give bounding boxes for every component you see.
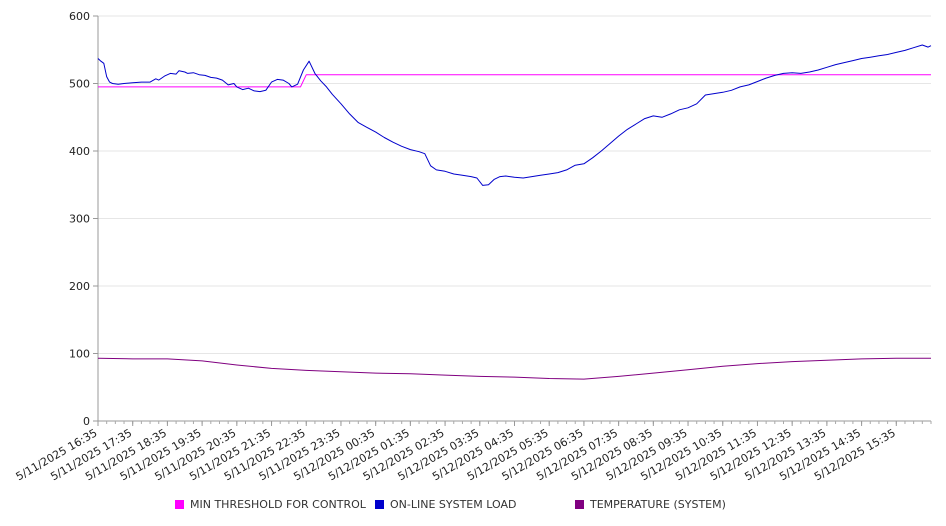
y-tick-label: 300 [69,213,90,226]
y-tick-label: 0 [83,415,90,428]
x-axis: 5/11/2025 16:355/11/2025 17:355/11/2025 … [14,420,932,483]
legend-item-system-load[interactable]: ON-LINE SYSTEM LOAD [375,498,516,511]
series-temperature-line [97,357,931,380]
series-system-load-line [97,44,932,186]
chart-legend: MIN THRESHOLD FOR CONTROL ON-LINE SYSTEM… [0,498,946,518]
legend-swatch-min-threshold [175,500,184,509]
legend-label-min-threshold: MIN THRESHOLD FOR CONTROL [190,498,366,511]
legend-label-system-load: ON-LINE SYSTEM LOAD [390,498,517,511]
legend-swatch-temperature [575,500,584,509]
grid-lines [98,15,931,354]
legend-item-temperature[interactable]: TEMPERATURE (SYSTEM) [575,498,726,511]
legend-label-temperature: TEMPERATURE (SYSTEM) [590,498,726,511]
y-tick-label: 500 [69,78,90,91]
y-tick-label: 400 [69,145,90,158]
series-min-threshold-line [98,74,931,88]
y-tick-label: 200 [69,280,90,293]
series-lines [97,44,932,380]
legend-swatch-system-load [375,500,384,509]
y-axis: 0 100 200 300 400 500 600 [69,10,99,428]
y-tick-label: 600 [69,10,90,23]
legend-item-min-threshold[interactable]: MIN THRESHOLD FOR CONTROL [175,498,366,511]
y-tick-label: 100 [69,348,90,361]
